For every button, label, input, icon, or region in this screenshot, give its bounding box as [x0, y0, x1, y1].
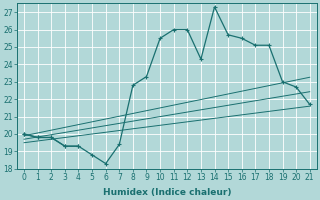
X-axis label: Humidex (Indice chaleur): Humidex (Indice chaleur)	[103, 188, 231, 197]
